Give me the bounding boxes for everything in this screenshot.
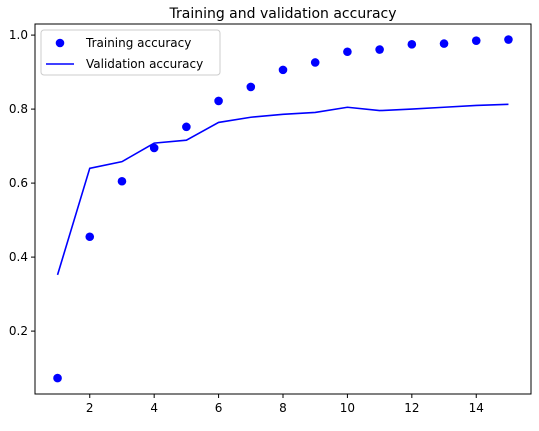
x-tick-label: 8 <box>279 401 287 415</box>
training-accuracy-point <box>375 45 384 54</box>
legend: Training accuracy Validation accuracy <box>40 29 221 76</box>
training-accuracy-point <box>439 39 449 48</box>
x-tick-label: 12 <box>404 401 419 415</box>
training-accuracy-point <box>182 122 191 132</box>
legend-label: Training accuracy <box>85 36 191 50</box>
plot-area <box>53 35 513 383</box>
x-tick-label: 4 <box>150 401 158 415</box>
y-tick-label: 0.4 <box>9 250 28 264</box>
training-accuracy-point <box>278 65 288 75</box>
training-accuracy-point <box>149 143 159 153</box>
training-accuracy-point <box>471 36 481 45</box>
legend-marker-training <box>55 38 65 48</box>
chart-title: Training and validation accuracy <box>168 6 396 22</box>
x-tick-label: 6 <box>215 401 223 415</box>
training-accuracy-point <box>407 40 417 49</box>
y-tick-label: 1.0 <box>9 28 28 42</box>
y-tick-label: 0.2 <box>9 324 28 338</box>
legend-label: Validation accuracy <box>86 57 203 71</box>
training-accuracy-point <box>504 35 513 44</box>
training-accuracy-point <box>310 58 320 67</box>
training-accuracy-point <box>117 176 127 186</box>
training-accuracy-point <box>246 82 256 92</box>
plot-frame <box>34 23 532 395</box>
training-accuracy-point <box>53 373 62 383</box>
axes: 2 4 6 8 10 12 14 0.2 0.4 0.6 0.8 1.0 <box>9 23 532 415</box>
training-accuracy-point <box>343 47 352 57</box>
x-tick-label: 10 <box>340 401 355 415</box>
legend-box <box>40 29 221 76</box>
x-tick-label: 2 <box>86 401 94 415</box>
y-tick-label: 0.6 <box>9 176 28 190</box>
validation-accuracy-line <box>56 103 509 276</box>
training-accuracy-point <box>85 232 95 242</box>
training-accuracy-point <box>214 96 223 106</box>
x-tick-label: 14 <box>469 401 484 415</box>
y-tick-label: 0.8 <box>9 102 28 116</box>
